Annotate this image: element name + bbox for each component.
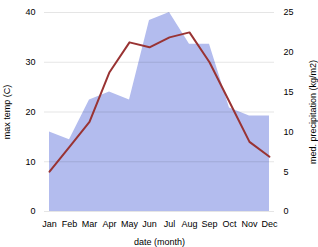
svg-text:Feb: Feb (62, 219, 78, 229)
svg-text:15: 15 (284, 87, 294, 97)
svg-text:May: May (121, 219, 139, 229)
svg-text:Oct: Oct (222, 219, 237, 229)
svg-text:0: 0 (30, 206, 35, 216)
svg-text:med. precipitation (kg/m2): med. precipitation (kg/m2) (308, 60, 318, 164)
svg-text:10: 10 (25, 157, 35, 167)
svg-text:Jul: Jul (164, 219, 176, 229)
svg-text:20: 20 (284, 47, 294, 57)
svg-text:Dec: Dec (261, 219, 278, 229)
svg-text:Jun: Jun (142, 219, 157, 229)
svg-text:0: 0 (284, 206, 289, 216)
svg-text:Jan: Jan (42, 219, 57, 229)
svg-text:25: 25 (284, 7, 294, 17)
svg-text:40: 40 (25, 7, 35, 17)
svg-text:Mar: Mar (82, 219, 98, 229)
svg-text:5: 5 (284, 167, 289, 177)
svg-text:Sep: Sep (201, 219, 217, 229)
svg-text:Aug: Aug (181, 219, 197, 229)
svg-text:30: 30 (25, 57, 35, 67)
svg-text:max temp (C): max temp (C) (2, 85, 12, 140)
svg-text:Apr: Apr (102, 219, 116, 229)
svg-text:Nov: Nov (241, 219, 258, 229)
svg-text:10: 10 (284, 127, 294, 137)
svg-text:20: 20 (25, 107, 35, 117)
svg-text:date (month): date (month) (134, 237, 185, 247)
